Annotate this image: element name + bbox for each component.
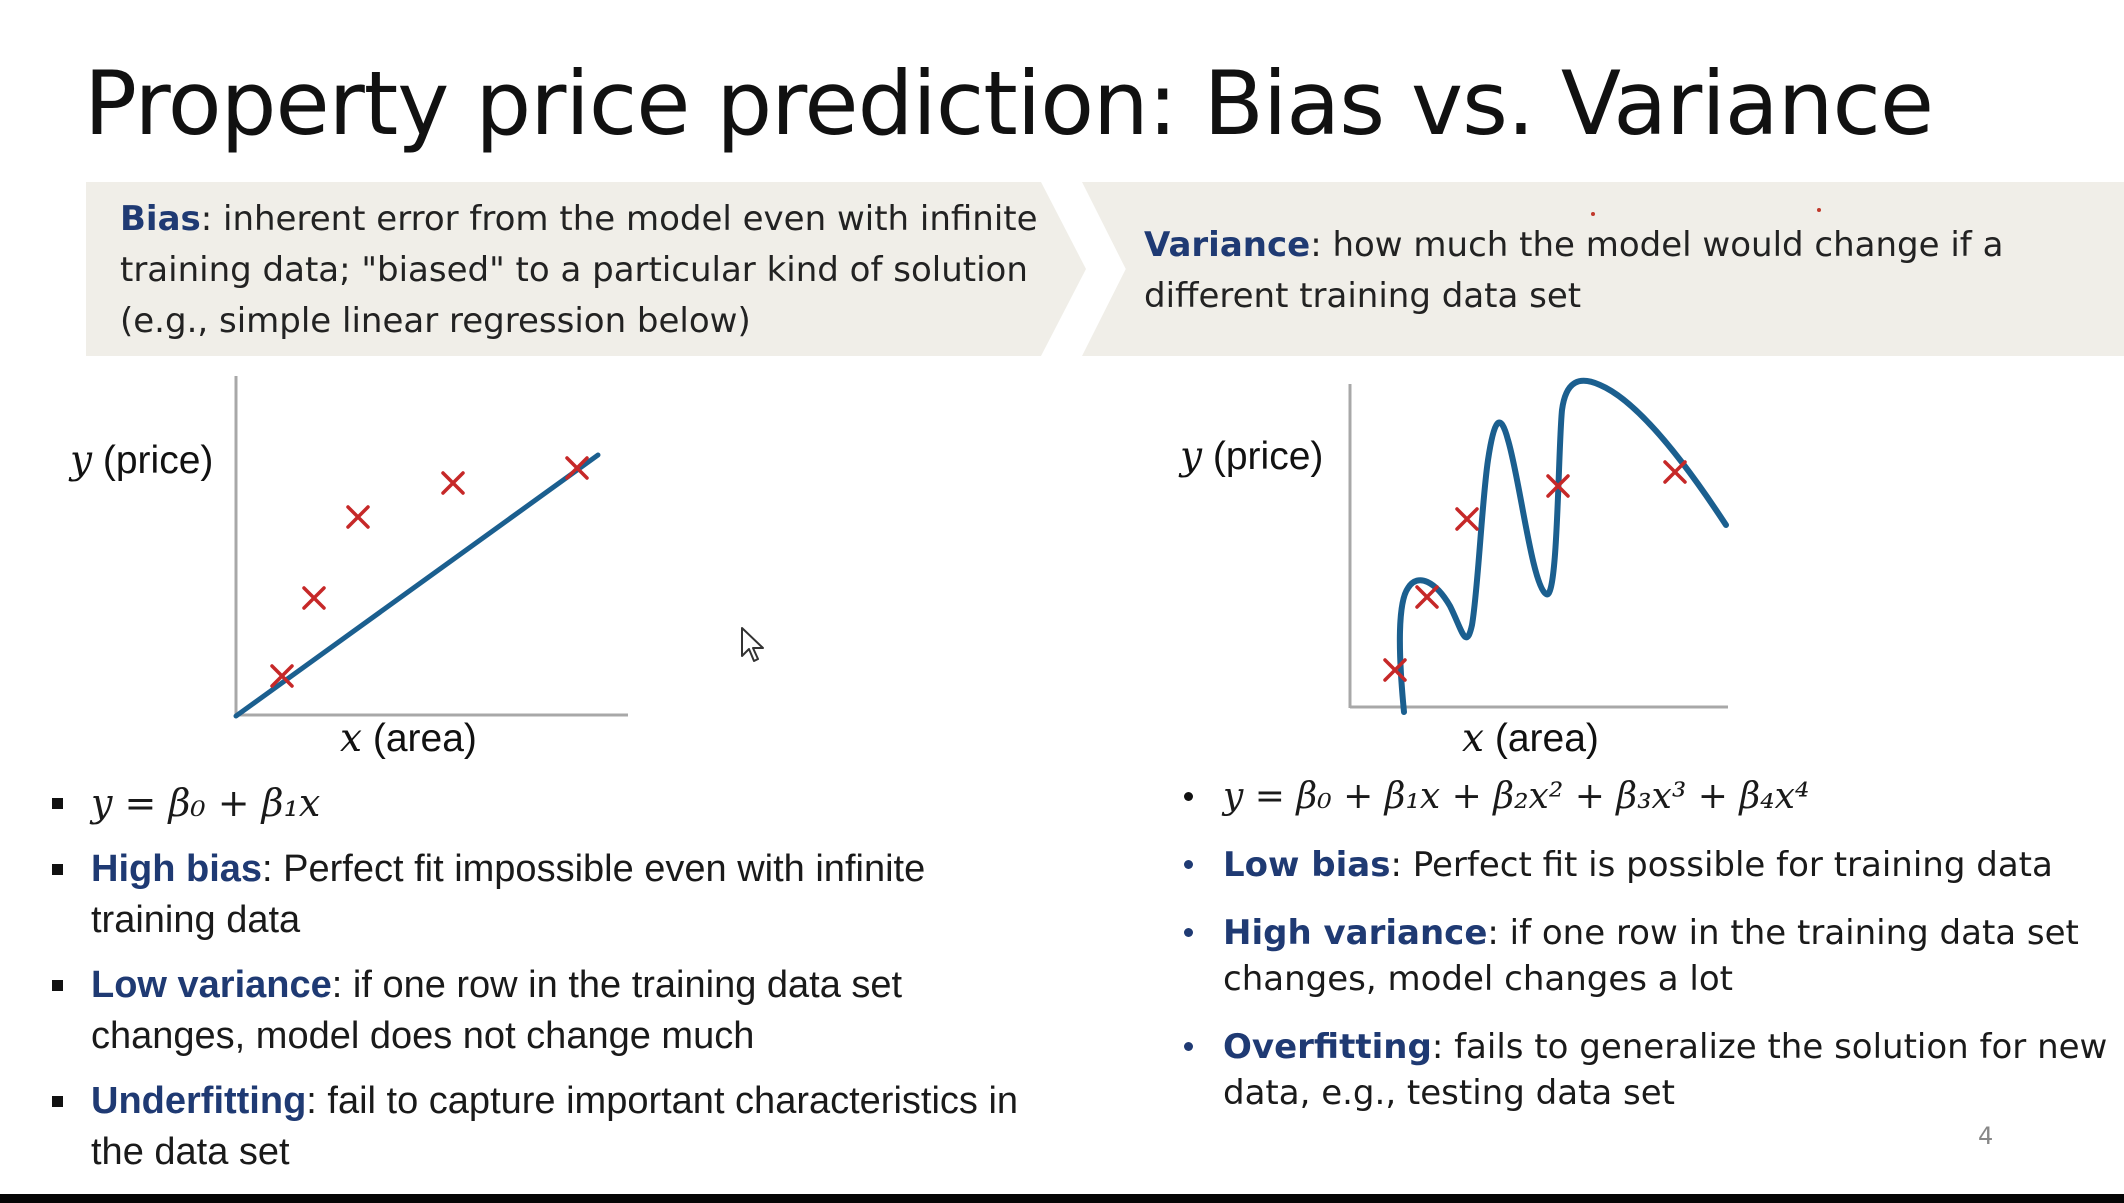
x-variable: x xyxy=(340,716,362,761)
polynomial-equation: y = β₀ + β₁x + β₂x² + β₃x³ + β₄x⁴ xyxy=(1223,776,1810,817)
bias-bullet-list: y = β₀ + β₁x High bias: Perfect fit impo… xyxy=(50,778,1050,1192)
right-plot-x-label: x (area) xyxy=(1462,716,1599,761)
list-item: y = β₀ + β₁x + β₂x² + β₃x³ + β₄x⁴ xyxy=(1180,774,2120,820)
y-variable: y xyxy=(70,438,93,483)
annotation-dot xyxy=(1591,212,1595,216)
underfitting-keyword: Underfitting xyxy=(91,1080,307,1122)
list-item: Overfitting: fails to generalize the sol… xyxy=(1180,1024,2120,1116)
list-item: y = β₀ + β₁x xyxy=(50,778,1050,830)
x-mark-icon xyxy=(346,505,370,529)
annotation-dot xyxy=(1817,208,1821,212)
screen-bottom-bar xyxy=(0,1194,2124,1203)
list-item: Low bias: Perfect fit is possible for tr… xyxy=(1180,842,2120,888)
bias-definition: Bias: inherent error from the model even… xyxy=(120,194,1080,347)
x-mark-icon xyxy=(302,586,326,610)
left-plot-data-points xyxy=(270,456,589,688)
right-plot-y-label: y (price) xyxy=(1180,434,1324,479)
x-mark-icon xyxy=(565,456,589,480)
list-item: Low variance: if one row in the training… xyxy=(50,960,1050,1062)
left-plot-linear-fit-line xyxy=(233,452,601,719)
slide-title: Property price prediction: Bias vs. Vari… xyxy=(84,52,1934,155)
list-item: High bias: Perfect fit impossible even w… xyxy=(50,844,1050,946)
linear-equation: y = β₀ + β₁x xyxy=(91,781,321,825)
x-variable: x xyxy=(1462,716,1484,761)
overfitting-keyword: Overfitting xyxy=(1223,1027,1432,1067)
low-variance-keyword: Low variance xyxy=(91,964,332,1006)
list-item: High variance: if one row in the trainin… xyxy=(1180,910,2120,1002)
variance-banner: Variance: how much the model would chang… xyxy=(1082,182,2124,356)
bias-definition-text: : inherent error from the model even wit… xyxy=(120,199,1038,341)
left-plot-y-label: y (price) xyxy=(70,438,214,483)
left-plot-x-label: x (area) xyxy=(340,716,477,761)
x-mark-icon xyxy=(441,471,465,495)
list-item: Underfitting: fail to capture important … xyxy=(50,1076,1050,1178)
x-mark-icon xyxy=(270,664,294,688)
variance-definition: Variance: how much the model would chang… xyxy=(1144,220,2104,322)
x-mark-icon xyxy=(1415,585,1439,609)
x-mark-icon xyxy=(1455,507,1479,531)
bias-keyword: Bias xyxy=(120,199,201,239)
page-number: 4 xyxy=(1978,1122,1994,1150)
right-plot-data-points xyxy=(1383,460,1687,682)
low-bias-keyword: Low bias xyxy=(1223,845,1391,885)
mouse-pointer-icon xyxy=(741,627,764,662)
x-mark-icon xyxy=(1663,460,1687,484)
variance-definition-text: : how much the model would change if a d… xyxy=(1144,225,2004,316)
variance-keyword: Variance xyxy=(1144,225,1311,265)
bias-banner: Bias: inherent error from the model even… xyxy=(86,182,1086,356)
x-mark-icon xyxy=(1383,658,1407,682)
high-variance-keyword: High variance xyxy=(1223,913,1488,953)
y-variable: y xyxy=(1180,434,1203,479)
high-bias-keyword: High bias xyxy=(91,848,263,890)
right-plot-polynomial-fit-curve xyxy=(1396,377,1729,715)
x-mark-icon xyxy=(1546,474,1570,498)
variance-bullet-list: y = β₀ + β₁x + β₂x² + β₃x³ + β₄x⁴ Low bi… xyxy=(1180,774,2120,1138)
